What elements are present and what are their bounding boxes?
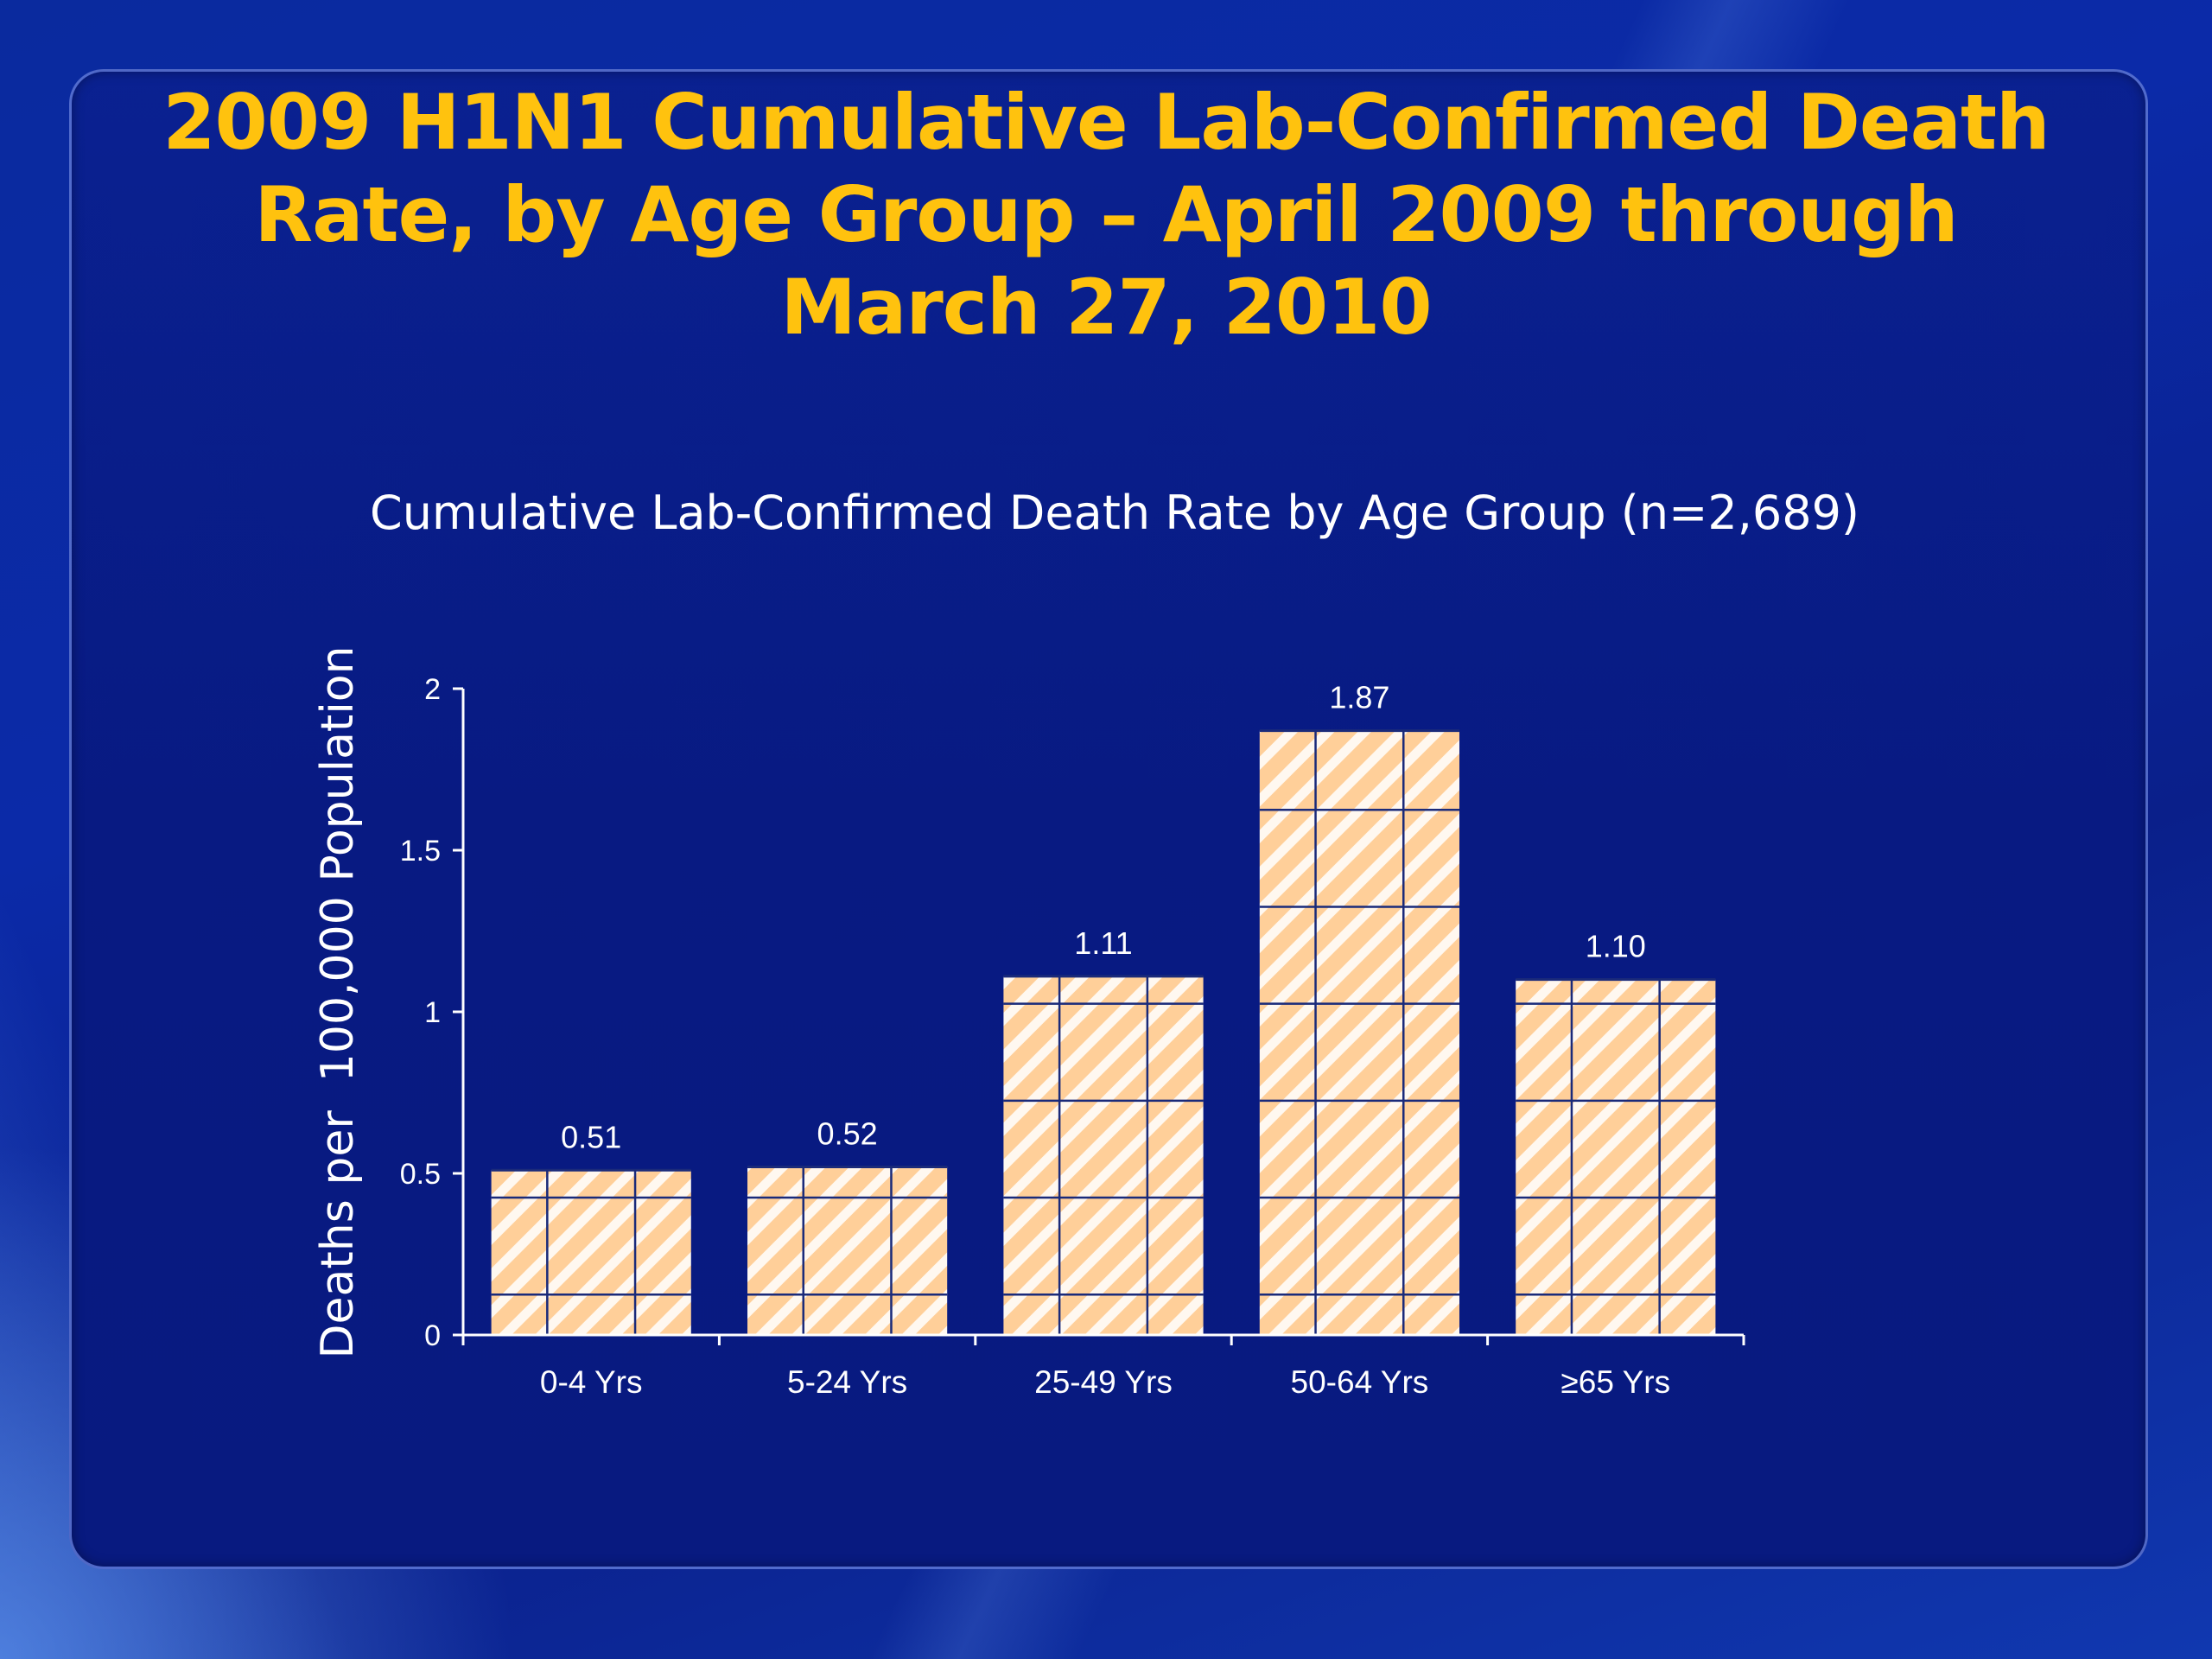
bar-2 bbox=[747, 1166, 948, 1335]
x-tick-label-2: 5-24 Yrs bbox=[787, 1364, 907, 1400]
bar-value-label-4: 1.87 bbox=[1329, 680, 1389, 715]
bar-value-label-5: 1.10 bbox=[1586, 929, 1646, 964]
x-tick-label-5: ≥65 Yrs bbox=[1561, 1364, 1671, 1400]
y-tick-label-5: 2 bbox=[424, 673, 441, 706]
y-tick-label-4: 1.5 bbox=[400, 835, 441, 868]
x-tick-label-1: 0-4 Yrs bbox=[540, 1364, 643, 1400]
y-axis-label: Deaths per 100,000 Population bbox=[312, 645, 364, 1358]
y-tick-label-1: 0 bbox=[424, 1319, 441, 1352]
x-tick-label-4: 50-64 Yrs bbox=[1291, 1364, 1429, 1400]
bar-1 bbox=[491, 1168, 691, 1335]
bar-4 bbox=[1259, 729, 1459, 1335]
chart-title: Cumulative Lab-Confirmed Death Rate by A… bbox=[370, 486, 1859, 540]
bar-value-label-2: 0.52 bbox=[817, 1116, 878, 1152]
x-tick-label-3: 25-49 Yrs bbox=[1034, 1364, 1173, 1400]
bar-5 bbox=[1516, 978, 1716, 1335]
y-tick-label-3: 1 bbox=[424, 996, 441, 1029]
y-tick-label-2: 0.5 bbox=[400, 1158, 441, 1191]
bar-3 bbox=[1003, 975, 1204, 1335]
bar-value-label-1: 0.51 bbox=[561, 1119, 621, 1154]
slide-title: 2009 H1N1 Cumulative Lab-Confirmed Death… bbox=[162, 78, 2050, 352]
bar-value-label-3: 1.11 bbox=[1074, 925, 1132, 961]
